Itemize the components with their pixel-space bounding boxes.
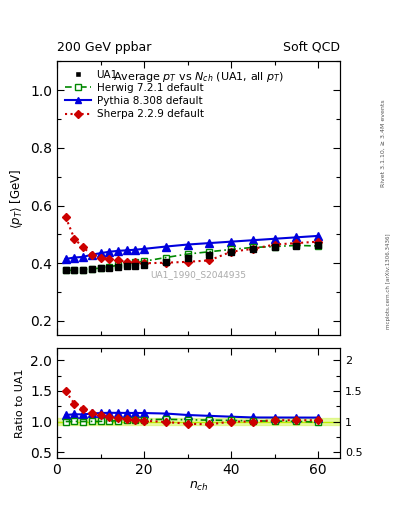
Text: mcplots.cern.ch [arXiv:1306.3436]: mcplots.cern.ch [arXiv:1306.3436]	[386, 234, 391, 329]
Text: Average $p_T$ vs $N_{ch}$ (UA1, all $p_T$): Average $p_T$ vs $N_{ch}$ (UA1, all $p_T…	[113, 70, 284, 83]
Legend: UA1, Herwig 7.2.1 default, Pythia 8.308 default, Sherpa 2.2.9 default: UA1, Herwig 7.2.1 default, Pythia 8.308 …	[62, 67, 207, 122]
Text: Rivet 3.1.10, ≥ 3.4M events: Rivet 3.1.10, ≥ 3.4M events	[381, 99, 386, 187]
Text: 200 GeV ppbar: 200 GeV ppbar	[57, 41, 151, 54]
X-axis label: $n_{ch}$: $n_{ch}$	[189, 480, 208, 493]
Bar	[57, 418, 340, 424]
Text: Soft QCD: Soft QCD	[283, 41, 340, 54]
Y-axis label: $\langle p_T \rangle$ [GeV]: $\langle p_T \rangle$ [GeV]	[7, 168, 25, 228]
Y-axis label: Ratio to UA1: Ratio to UA1	[15, 369, 25, 438]
Text: UA1_1990_S2044935: UA1_1990_S2044935	[151, 271, 246, 280]
